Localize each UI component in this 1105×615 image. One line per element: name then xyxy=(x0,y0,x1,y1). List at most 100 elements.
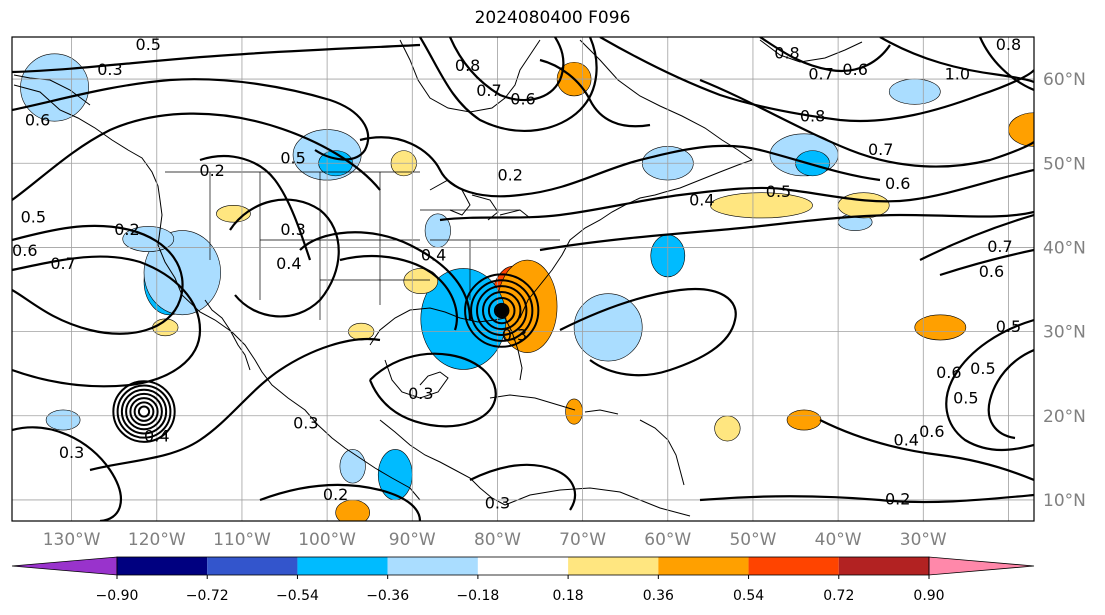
contour-label: 0.7 xyxy=(476,81,501,100)
contour-line xyxy=(819,419,1034,482)
contour-line xyxy=(12,78,370,161)
contour-label: 0.4 xyxy=(894,431,919,450)
contour-label: 0.3 xyxy=(502,325,527,344)
longitude-labels: 130°W 120°W 110°W 100°W 90°W 80°W 70°W 60°W 50°W… xyxy=(43,530,947,550)
colorbar-under-extension xyxy=(11,556,118,576)
contour-line xyxy=(12,112,381,201)
longitude-label: 40°W xyxy=(815,530,862,550)
colorbar-label: −0.90 xyxy=(96,588,139,604)
contour-line xyxy=(12,426,122,521)
longitude-label: 80°W xyxy=(474,530,521,550)
contour-line xyxy=(879,37,1034,84)
latitude-label: 20°N xyxy=(1043,407,1086,427)
cyclone-ring xyxy=(487,296,516,325)
cyclone-ring xyxy=(112,380,176,443)
map-area: 0.50.3 0.80.7 0.60.80.7 0.6 1.00.80.80.70.60… xyxy=(12,35,1034,521)
contour-line xyxy=(448,37,565,102)
shaded-area xyxy=(45,409,81,431)
contour-label: 0.2 xyxy=(885,489,910,508)
cyclone-ring xyxy=(476,285,528,336)
contour-line xyxy=(12,224,184,335)
cyclone-ring xyxy=(493,302,510,319)
contour-line xyxy=(759,37,891,73)
colorbar-bin xyxy=(117,557,208,575)
contour-label: 0.8 xyxy=(774,43,799,62)
contour-label: 0.5 xyxy=(280,149,305,168)
contour-label: 0.3 xyxy=(408,384,433,403)
shaded-area xyxy=(710,192,813,219)
contour-label: 0.6 xyxy=(842,60,867,79)
colorbar-bin xyxy=(568,557,659,575)
contour-line xyxy=(359,136,881,198)
contour-label: 0.7 xyxy=(50,254,75,273)
contour-label: 0.6 xyxy=(885,174,910,193)
latitude-label: 30°N xyxy=(1043,323,1086,343)
contour-label: 0.6 xyxy=(12,241,37,260)
gridlines xyxy=(12,37,1034,521)
contour-label: 0.4 xyxy=(144,426,169,445)
coastline-baja xyxy=(204,299,251,371)
cyclone-contours xyxy=(112,273,540,443)
contour-line xyxy=(469,463,577,511)
colorbar-label: 0.54 xyxy=(733,588,764,604)
contour-label: 0.4 xyxy=(689,191,714,210)
colorbar-bin xyxy=(838,557,929,575)
contour-label: 0.2 xyxy=(323,485,348,504)
longitude-label: 90°W xyxy=(389,530,436,550)
contour-line xyxy=(978,37,1034,92)
colorbar-label: 0.36 xyxy=(643,588,674,604)
coastline-west xyxy=(13,84,421,501)
cyclone-ring xyxy=(120,388,168,435)
contour-line xyxy=(919,213,1034,261)
shaded-area xyxy=(837,192,890,219)
cyclone-ring xyxy=(125,392,163,431)
colorbar-label: 0.72 xyxy=(823,588,854,604)
longitude-label: 70°W xyxy=(559,530,606,550)
coastline-cuba xyxy=(489,394,576,411)
longitude-label: 120°W xyxy=(128,530,186,550)
contour-line xyxy=(89,338,381,472)
coastline-hudson-bay xyxy=(399,39,541,113)
contour-labels: 0.50.3 0.80.7 0.60.80.7 0.6 1.00.80.80.70.60… xyxy=(12,35,1021,513)
shaded-area xyxy=(914,314,967,341)
colorbar-label: −0.36 xyxy=(366,588,409,604)
colorbar-label: −0.72 xyxy=(186,588,229,604)
contour-label: 0.4 xyxy=(276,254,301,273)
contour-label: 0.8 xyxy=(996,35,1021,54)
contour-line xyxy=(945,318,1034,452)
longitude-label: 50°W xyxy=(729,530,776,550)
cyclone-ring xyxy=(133,401,155,422)
contour-label: 0.6 xyxy=(979,262,1004,281)
longitude-label: 60°W xyxy=(644,530,691,550)
coastline-yucatan xyxy=(384,359,449,399)
colorbar-bin xyxy=(748,557,839,575)
contour-line xyxy=(987,348,1034,440)
cyclone-center xyxy=(495,304,508,317)
contour-label: 0.5 xyxy=(21,207,46,226)
coastline-greenland xyxy=(759,39,863,63)
colorbar-bin xyxy=(477,557,569,575)
contour-line xyxy=(199,155,312,261)
coastline-east xyxy=(519,159,753,319)
longitude-label: 30°W xyxy=(900,530,947,550)
contour-label: 1.0 xyxy=(945,64,970,83)
contour-line xyxy=(12,255,202,388)
contour-line xyxy=(699,78,1034,168)
contour-label: 0.8 xyxy=(455,56,480,75)
contour-label: 0.5 xyxy=(953,388,978,407)
colorbar-label: 0.18 xyxy=(553,588,584,604)
map-title: 2024080400 F096 xyxy=(474,8,631,28)
coastline-south-america xyxy=(504,487,691,517)
contour-label: 0.6 xyxy=(25,111,50,130)
shaded-area xyxy=(143,230,221,316)
shaded-area xyxy=(339,449,366,484)
contour-line xyxy=(229,198,340,318)
colorbar-bin xyxy=(297,557,388,575)
latitude-labels: 60°N 50°N 40°N 30°N 20°N 10°N xyxy=(1043,70,1086,511)
coastline-hispaniola xyxy=(584,409,619,415)
cyclone-ring xyxy=(116,384,172,439)
colorbar: −0.90 −0.72 −0.54 −0.36 −0.18 0.18 0.36 0.54 0.7… xyxy=(11,556,1035,604)
contour-label: 0.3 xyxy=(293,414,318,433)
contour-line xyxy=(259,483,422,521)
state-borders xyxy=(165,171,560,320)
